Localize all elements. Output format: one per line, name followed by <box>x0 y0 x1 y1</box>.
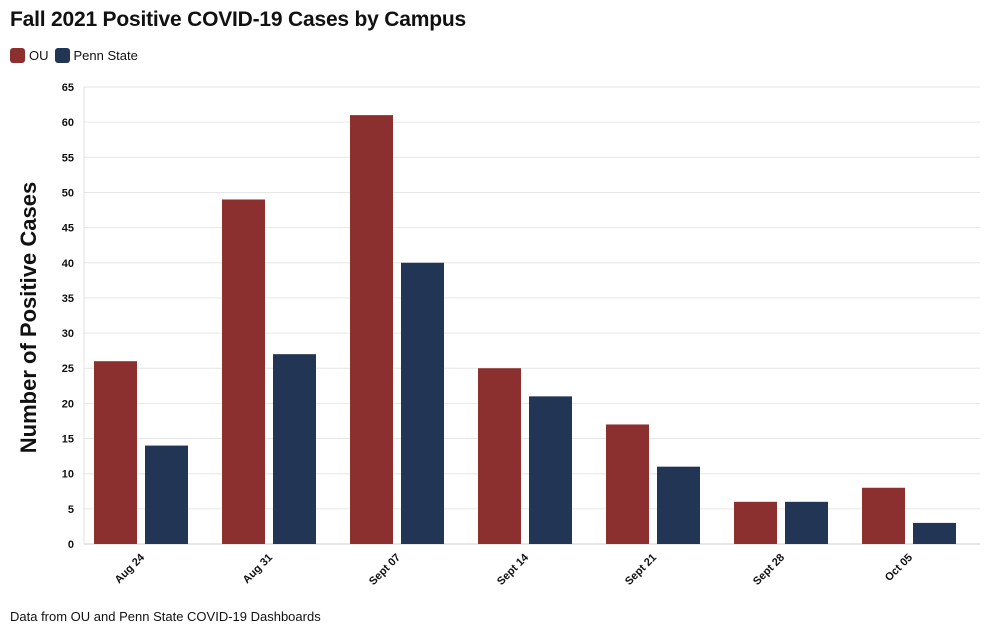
y-tick-label: 50 <box>62 187 74 199</box>
bar-penn-state <box>401 262 444 544</box>
y-tick-label: 40 <box>62 258 74 270</box>
y-tick-label: 15 <box>62 434 74 446</box>
legend-swatch-penn-state <box>54 48 70 63</box>
legend-label-ou: OU <box>29 48 49 63</box>
legend: OU Penn State <box>10 48 144 63</box>
bar-chart: 0 5 10 15 20 25 30 35 40 45 50 55 60 65 Number of Posi… <box>16 82 980 588</box>
bar-ou <box>734 501 777 544</box>
bar-penn-state <box>529 396 572 544</box>
bar-ou <box>350 115 393 544</box>
source-note: Data from OU and Penn State COVID-19 Das… <box>10 609 321 624</box>
legend-item-ou: OU <box>10 48 49 63</box>
bar-ou <box>222 199 265 544</box>
bar-ou <box>94 361 137 544</box>
bar-ou <box>478 368 521 544</box>
y-tick-label: 65 <box>62 82 74 94</box>
bar-ou <box>862 487 905 544</box>
bar-penn-state <box>913 522 956 544</box>
y-tick-label: 60 <box>62 117 74 129</box>
bar-penn-state <box>785 501 828 544</box>
y-tick-label: 45 <box>62 223 74 235</box>
y-tick-label: 20 <box>62 398 74 410</box>
y-tick-label: 30 <box>62 328 74 340</box>
x-tick-label: Sept 07 <box>367 552 403 588</box>
y-tick-label: 0 <box>68 539 74 551</box>
x-tick-label: Oct 05 <box>883 552 915 584</box>
y-tick-label: 55 <box>62 152 74 164</box>
x-tick-label: Sept 21 <box>623 552 659 588</box>
x-tick-label: Sept 14 <box>495 551 532 588</box>
y-axis-title: Number of Positive Cases <box>16 182 41 453</box>
bar-penn-state <box>145 445 188 544</box>
x-tick-label: Aug 31 <box>241 552 275 586</box>
chart-title: Fall 2021 Positive COVID-19 Cases by Cam… <box>10 8 466 31</box>
y-tick-label: 10 <box>62 469 74 481</box>
bar-penn-state <box>273 354 316 544</box>
x-tick-label: Aug 24 <box>113 551 148 586</box>
legend-item-penn-state: Penn State <box>54 48 138 63</box>
y-tick-label: 25 <box>62 363 74 375</box>
y-tick-label: 35 <box>62 293 74 305</box>
legend-label-penn-state: Penn State <box>73 48 138 63</box>
bar-penn-state <box>657 466 700 544</box>
legend-swatch-ou <box>10 48 25 63</box>
bar-ou <box>606 424 649 544</box>
y-tick-label: 5 <box>68 504 74 516</box>
x-tick-label: Sept 28 <box>751 552 787 588</box>
